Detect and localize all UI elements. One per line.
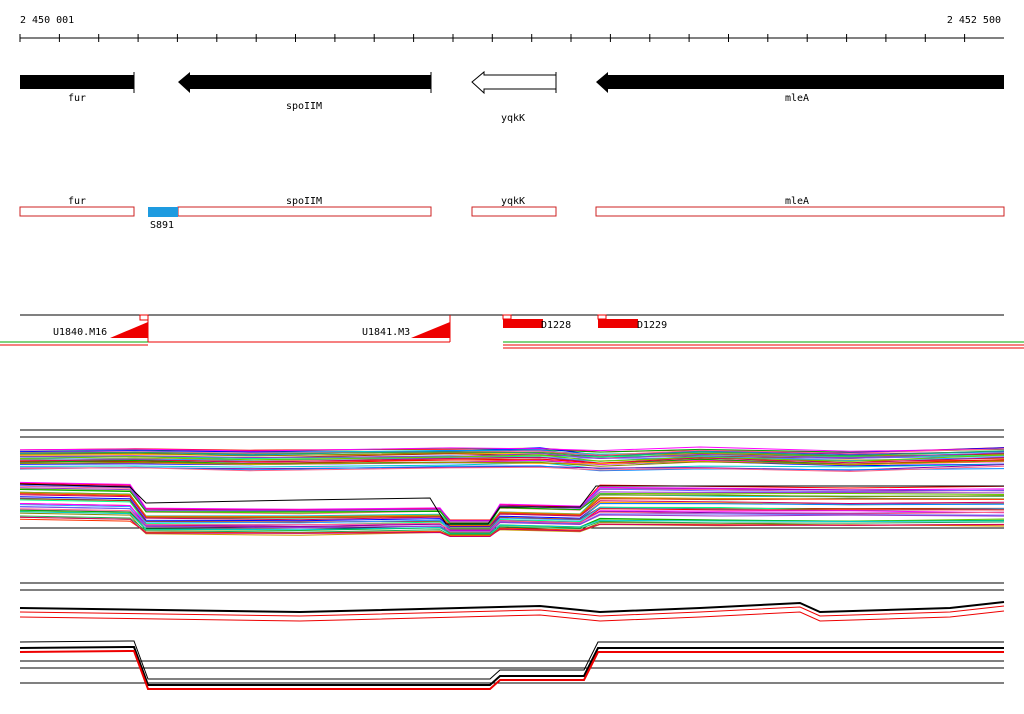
feature-block-D1229[interactable]: [598, 319, 638, 328]
summary-line: [19, 640, 1004, 680]
gene-arrow-spoIIM[interactable]: [178, 72, 431, 93]
feature-block-D1228[interactable]: [503, 319, 543, 328]
annotation-box-mleA[interactable]: [595, 206, 1005, 217]
profile-line: [19, 460, 1005, 467]
profile-line: [19, 465, 1005, 473]
annotation-box-spoIIM[interactable]: [177, 206, 432, 217]
site-marker-S891[interactable]: [148, 207, 178, 217]
profile-line: [19, 516, 1005, 537]
profile-line: [19, 465, 1005, 472]
feature-tick-D1228: [502, 314, 512, 320]
feature-tick-U1840M16: [139, 314, 149, 321]
feature-tick-D1229: [597, 314, 607, 320]
gene-track: fur spoIIM yqkK mleA: [20, 70, 1004, 124]
summary-line: [19, 645, 1004, 686]
feature-label-D1228: D1228: [541, 320, 571, 331]
ruler-start-label: 2 450 001: [20, 15, 74, 26]
site-label-S891: S891: [150, 220, 174, 231]
gene-arrow-mleA[interactable]: [596, 72, 1004, 93]
annotation-box-yqkK[interactable]: [471, 206, 557, 217]
gene-label-fur: fur: [68, 93, 86, 104]
summary-line: [19, 601, 1005, 614]
gene-label-spoIIM: spoIIM: [286, 101, 322, 112]
profile-line: [19, 446, 1005, 452]
feature-label-U1840M16: U1840.M16: [53, 327, 107, 338]
summary-lines: [19, 601, 1005, 690]
feature-ramp-U1840M16[interactable]: [110, 322, 148, 338]
annotation-label-fur: fur: [68, 196, 86, 207]
feature-ramp-U1841M3[interactable]: [411, 322, 450, 338]
feature-label-U1841M3: U1841.M3: [362, 327, 410, 338]
ruler-end-label: 2 452 500: [947, 15, 1001, 26]
coordinate-ruler: 2 450 001 2 452 500: [19, 15, 1004, 42]
profile-line: [19, 454, 1005, 462]
gene-label-yqkK: yqkK: [501, 113, 525, 124]
profile-line: [19, 458, 1005, 465]
profile-line: [19, 448, 1005, 456]
annotation-track: fur spoIIM S891 yqkK mleA: [19, 196, 1005, 231]
feature-track: U1840.M16 U1841.M3 D1228 D1229: [0, 314, 1024, 349]
expression-profiles-panel: [19, 429, 1005, 537]
profile-line: [19, 456, 1005, 464]
annotation-box-fur[interactable]: [19, 206, 135, 217]
profile-line: [19, 452, 1005, 460]
feature-label-D1229: D1229: [637, 320, 667, 331]
annotation-label-yqkK: yqkK: [501, 196, 525, 207]
annotation-label-spoIIM: spoIIM: [286, 196, 322, 207]
annotation-label-mleA: mleA: [785, 196, 809, 207]
profile-lines: [19, 446, 1005, 537]
summary-line: [19, 605, 1005, 617]
gene-label-mleA: mleA: [785, 93, 809, 104]
profile-line: [19, 450, 1005, 458]
gene-arrow-yqkK[interactable]: [471, 70, 557, 95]
gene-arrow-fur[interactable]: [20, 75, 134, 89]
summary-profiles-panel: [19, 582, 1005, 690]
ruler-ticks: [19, 34, 966, 42]
summary-line: [19, 649, 1004, 690]
summary-line: [19, 610, 1005, 622]
profile-line: [19, 483, 1004, 525]
